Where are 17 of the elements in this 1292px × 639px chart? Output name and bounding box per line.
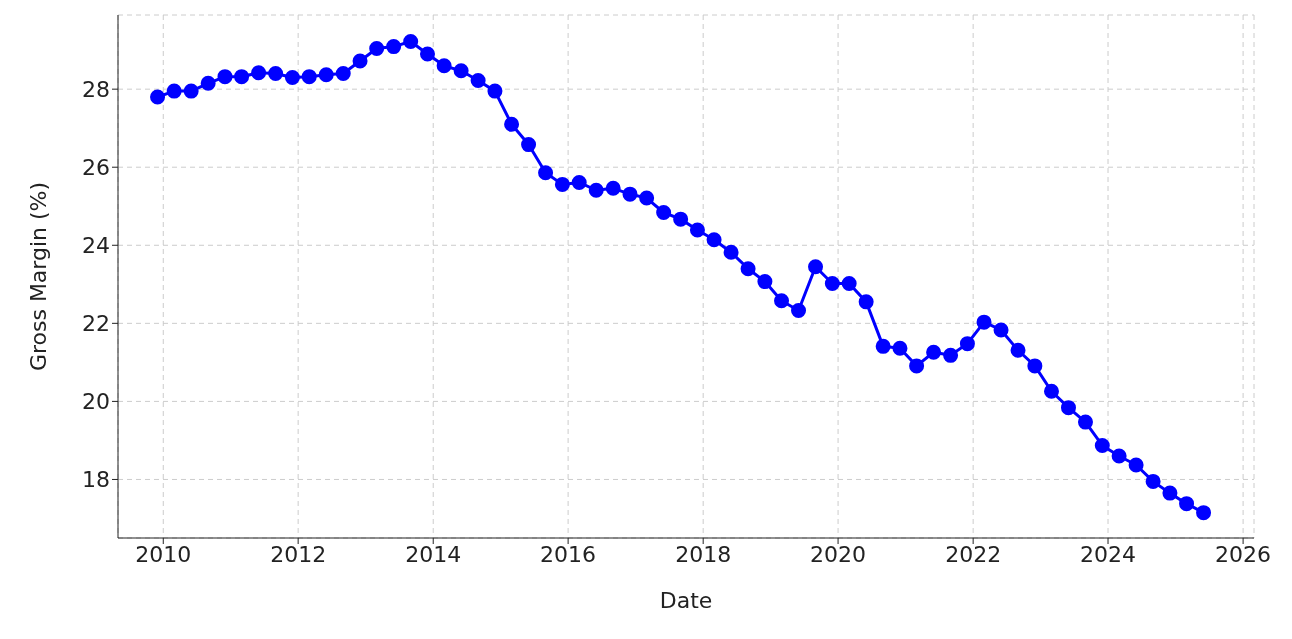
y-tick-label: 22 — [82, 311, 110, 337]
y-tick-label: 28 — [82, 76, 110, 102]
x-axis-title: Date — [659, 588, 713, 613]
x-tick-label: 2012 — [270, 541, 327, 567]
y-tick-label: 20 — [82, 389, 110, 415]
x-tick-label: 2022 — [945, 541, 1002, 567]
x-tick-label: 2016 — [540, 541, 597, 567]
x-tick-label: 2026 — [1215, 541, 1272, 567]
y-axis-title: Gross Margin (%) — [25, 181, 51, 372]
x-tick-label: 2010 — [135, 541, 192, 567]
x-tick-label: 2014 — [405, 541, 462, 567]
y-tick-label: 24 — [82, 233, 110, 259]
x-tick-label: 2024 — [1080, 541, 1137, 567]
x-tick-label: 2020 — [810, 541, 867, 567]
y-tick-label: 26 — [82, 155, 110, 181]
x-tick-label: 2018 — [675, 541, 732, 567]
y-tick-label: 18 — [82, 467, 110, 493]
